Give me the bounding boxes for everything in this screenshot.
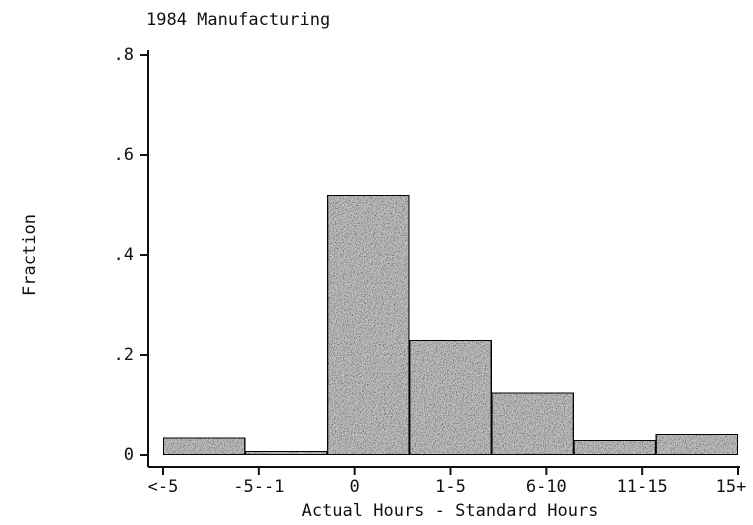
y-axis-label: Fraction bbox=[20, 214, 40, 296]
x-tick-label: 15+ bbox=[716, 477, 747, 497]
y-tick-label: .8 bbox=[114, 45, 134, 65]
y-tick-label: 0 bbox=[124, 445, 134, 465]
x-tick-label: <-5 bbox=[148, 477, 179, 497]
y-tick-label: .2 bbox=[114, 345, 134, 365]
bar bbox=[490, 391, 575, 456]
bar bbox=[162, 436, 247, 456]
x-tick-label: 11-15 bbox=[617, 477, 668, 497]
x-tick-label: 6-10 bbox=[526, 477, 567, 497]
bar bbox=[408, 339, 493, 456]
x-axis-label: Actual Hours - Standard Hours bbox=[302, 501, 599, 521]
bar bbox=[654, 433, 739, 456]
bar bbox=[572, 439, 657, 456]
bar bbox=[326, 194, 411, 456]
x-tick-label: 1-5 bbox=[435, 477, 466, 497]
bar bbox=[244, 450, 329, 456]
x-tick-label: -5--1 bbox=[233, 477, 284, 497]
y-tick-label: .6 bbox=[114, 145, 134, 165]
x-tick-label: 0 bbox=[350, 477, 360, 497]
y-tick-label: .4 bbox=[114, 245, 134, 265]
chart-title: 1984 Manufacturing bbox=[146, 10, 330, 30]
